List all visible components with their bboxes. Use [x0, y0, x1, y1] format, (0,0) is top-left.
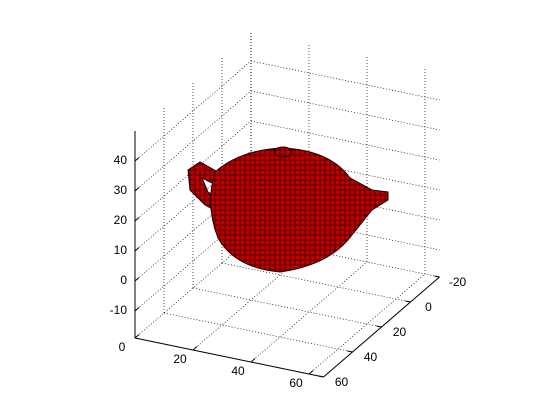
- z-tick-label: 20: [114, 213, 128, 227]
- grid-line: [250, 90, 440, 131]
- grid-line: [221, 262, 411, 303]
- grid-line: [192, 287, 382, 328]
- teapot-lid-knob: [273, 146, 293, 158]
- x-tick-label: 40: [231, 364, 245, 378]
- y-tick-mark: [434, 275, 440, 278]
- grid-line: [163, 312, 353, 353]
- z-tick-label: 10: [114, 243, 128, 257]
- z-tick-label: 30: [114, 183, 128, 197]
- y-tick-mark: [347, 350, 353, 353]
- x-axis-line: [134, 337, 324, 378]
- y-tick-label: 60: [335, 375, 349, 389]
- y-tick-mark: [376, 325, 382, 328]
- y-tick-label: -20: [449, 275, 467, 289]
- y-tick-mark: [318, 375, 324, 378]
- x-tick-mark: [250, 358, 256, 363]
- z-tick-label: 40: [114, 153, 128, 167]
- x-tick-mark: [192, 346, 198, 351]
- x-tick-label: 0: [119, 340, 126, 354]
- z-tick-mark: [134, 277, 140, 282]
- y-tick-mark: [405, 300, 411, 303]
- z-tick-mark: [134, 217, 140, 222]
- grid-line: [250, 150, 440, 191]
- z-tick-label: 0: [120, 273, 127, 287]
- y-tick-label: 40: [364, 350, 378, 364]
- x-tick-mark: [308, 370, 314, 375]
- z-tick-mark: [134, 247, 140, 252]
- x-tick-label: 60: [289, 376, 303, 390]
- teapot: [187, 146, 389, 273]
- y-tick-label: 20: [393, 325, 407, 339]
- z-tick-mark: [134, 187, 140, 192]
- grid-line: [250, 120, 440, 161]
- z-tick-mark: [134, 307, 140, 312]
- grid-line: [250, 60, 440, 101]
- z-tick-mark: [134, 157, 140, 162]
- axis-layer: 0 20 40 60 -20 0 20 40 60 -10 0 10 20 30 40: [110, 131, 467, 390]
- z-tick-label: -10: [110, 303, 128, 317]
- x-tick-label: 20: [173, 352, 187, 366]
- y-tick-label: 0: [425, 300, 432, 314]
- x-tick-mark: [134, 334, 140, 339]
- grid-line: [250, 237, 440, 278]
